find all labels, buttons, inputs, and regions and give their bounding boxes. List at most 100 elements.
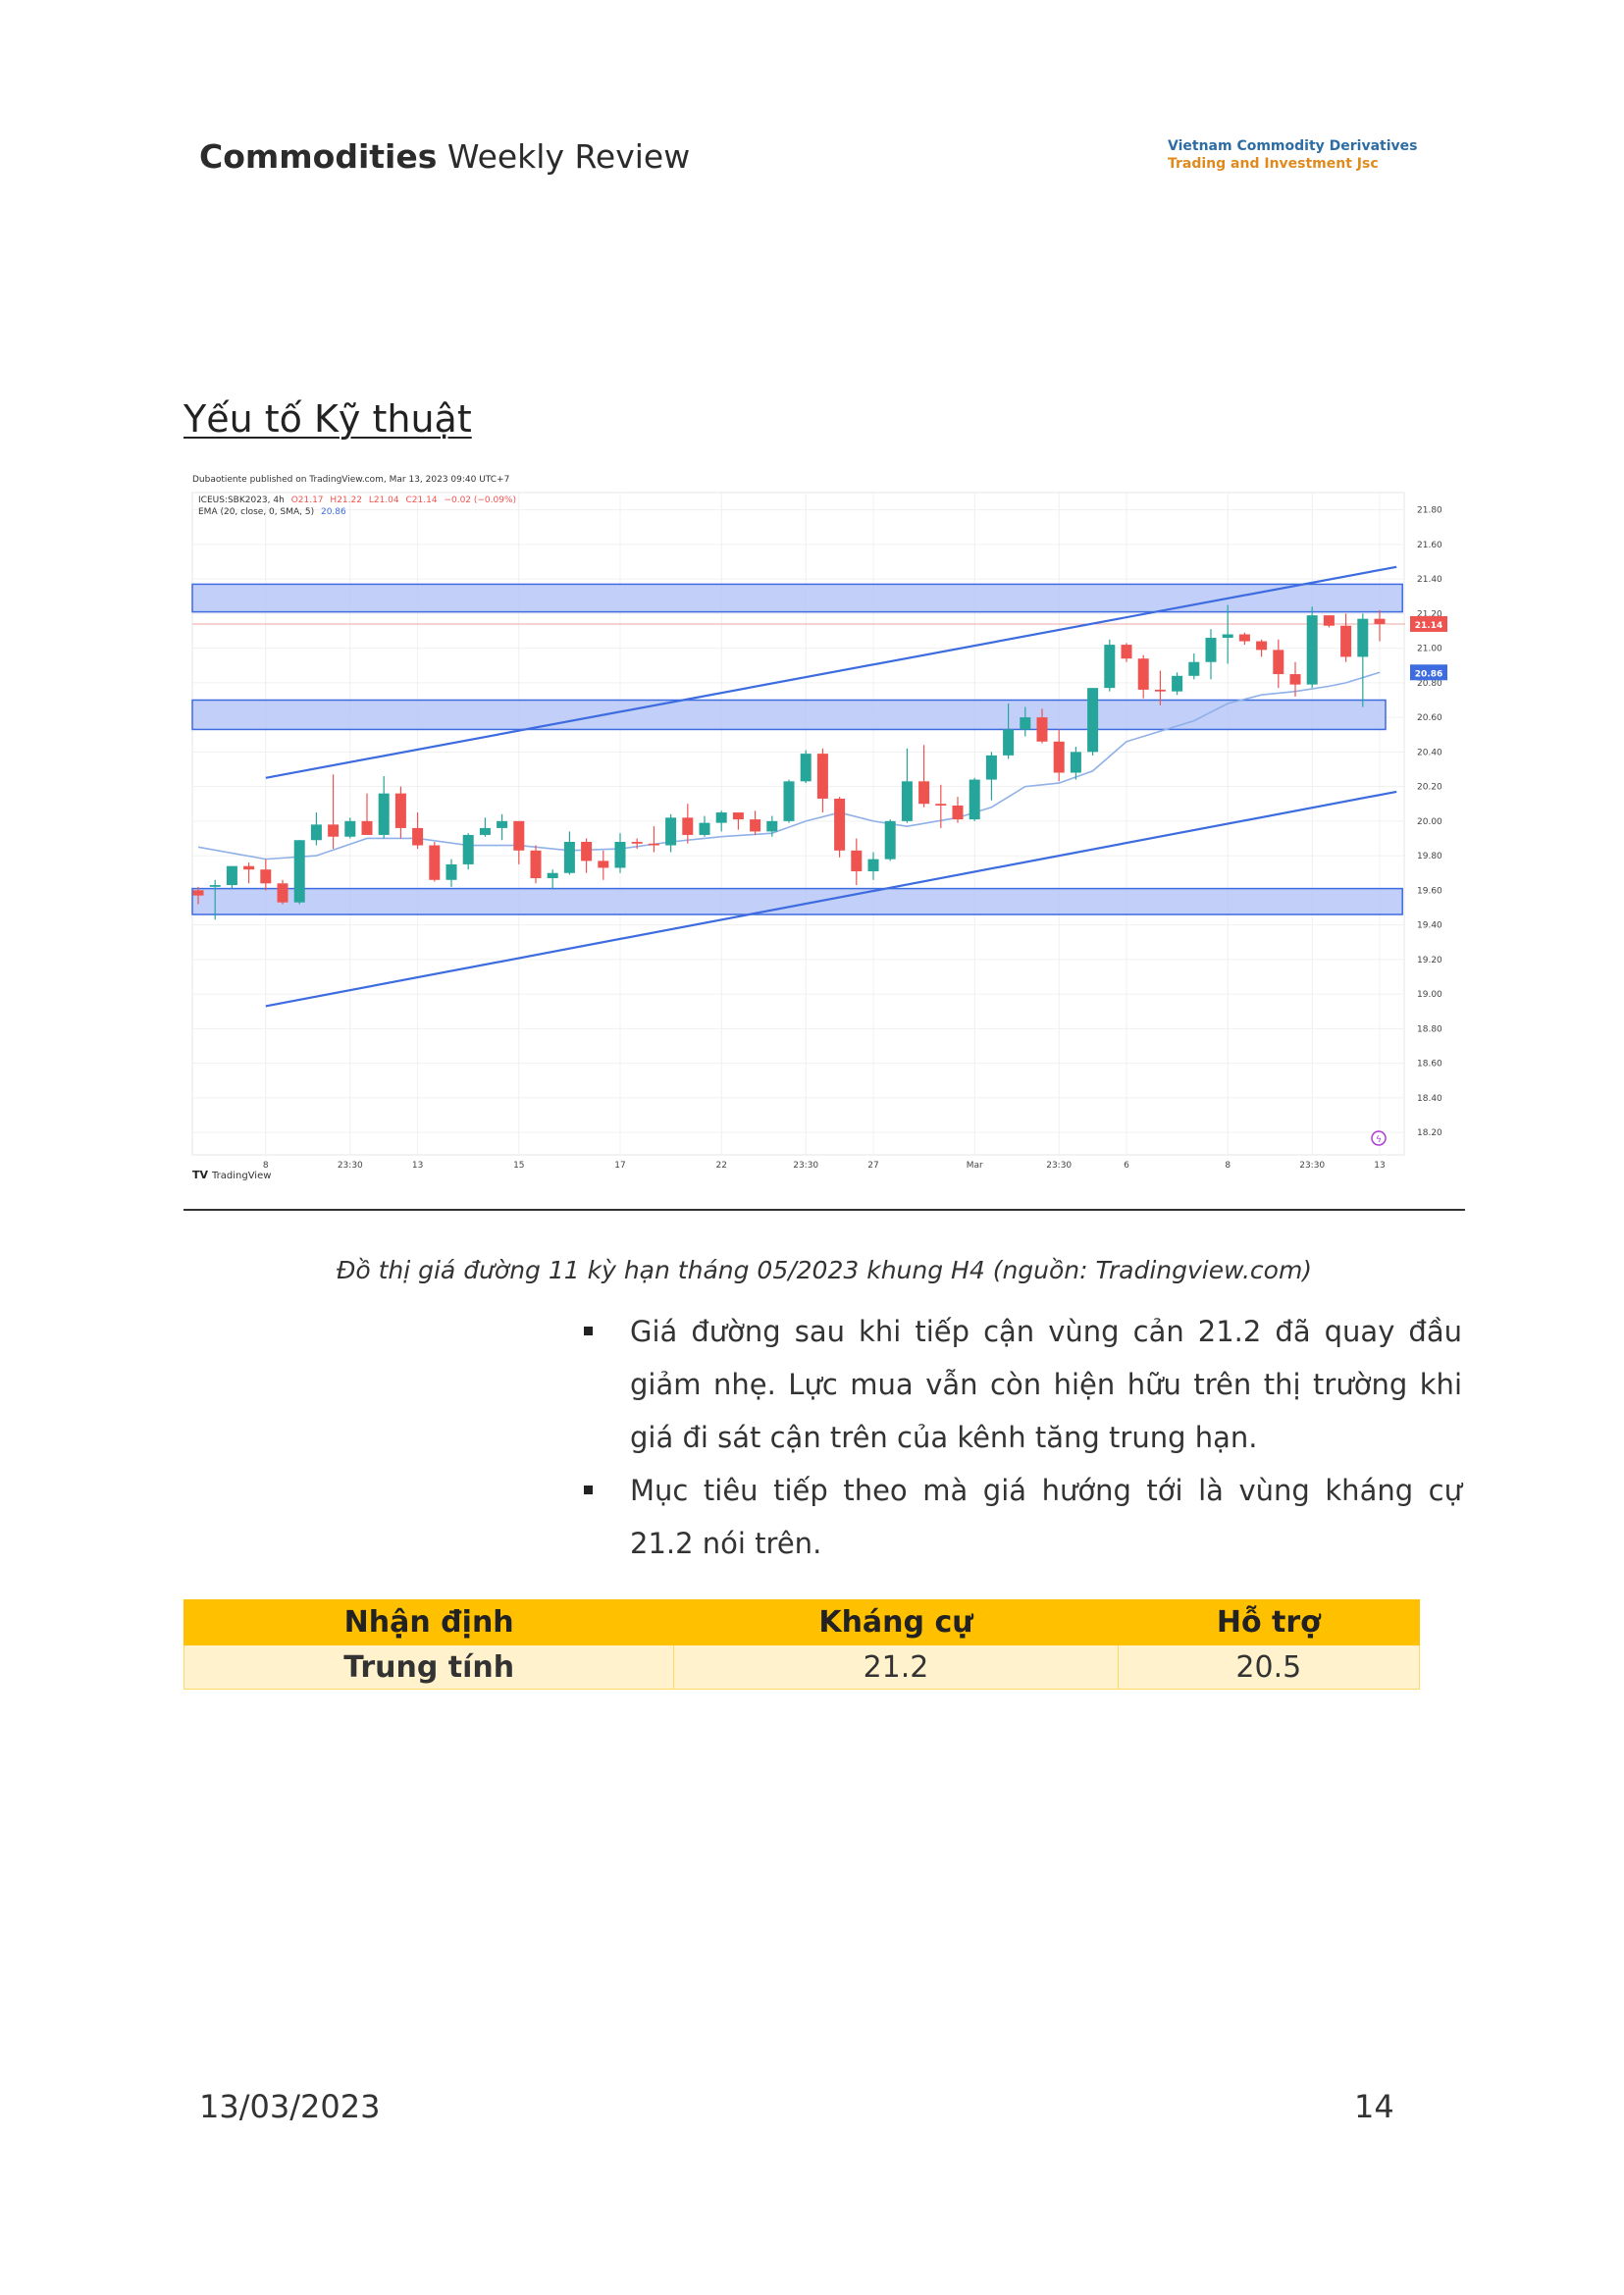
candle [361,793,373,835]
x-tick-label: 8 [263,1161,269,1171]
candle-body [648,843,659,846]
tradingview-label: TradingView [211,1171,271,1181]
report-title-rest: Weekly Review [437,137,691,176]
chart-frame [191,492,1405,1156]
candle-body [1104,645,1116,689]
chart-published: Dubaotiente published on TradingView.com… [192,475,509,485]
candle [1205,629,1217,680]
last-price-tag-bg [1410,615,1447,632]
candle [513,820,525,864]
logo-line-1: Vietnam Commodity Derivatives [1168,138,1418,154]
company-logo: Vietnam Commodity Derivatives Trading an… [1168,137,1418,173]
candle-body [1273,650,1284,675]
candle-body [497,820,508,828]
chart-symbol-line: ICEUS:SBK2023, 4h O21.17 H21.22 L21.04 C… [198,496,516,505]
lightning-icon-glyph: ϟ [1376,1135,1382,1145]
x-tick-label: 23:30 [793,1161,818,1171]
candle-body [1036,717,1048,742]
candle-body [581,842,593,861]
candle [1289,661,1301,697]
candle-body [1020,717,1031,730]
logo-line-2: Trading and Investment Jsc [1168,156,1379,172]
candle [1121,643,1132,662]
y-tick-label: 18.80 [1417,1024,1442,1034]
candle-body [884,820,896,860]
candle [665,813,677,853]
candle [412,812,424,850]
x-tick-label: 23:30 [1299,1161,1325,1171]
chart-open: O21.17 [291,496,324,505]
candle-body [1188,661,1200,676]
candle-body [1357,618,1369,657]
candle-body [328,824,340,837]
y-tick-label: 21.40 [1417,575,1442,585]
lightning-icon[interactable] [1371,1130,1387,1146]
candle [1137,654,1149,699]
candle [851,838,863,886]
chart-symbol: ICEUS:SBK2023, 4h [198,496,285,505]
y-tick-label: 20.00 [1417,817,1442,827]
x-tick-label: 6 [1124,1161,1129,1171]
last-price-tag: 21.14 [1415,621,1442,631]
candle [293,840,305,905]
tradingview-logo-icon: TV [192,1169,209,1181]
ema-price-tag-bg [1410,664,1447,681]
candle [1238,632,1250,646]
candle [800,750,812,784]
cell-resistance: 21.2 [673,1644,1119,1690]
x-tick-label: 23:30 [338,1161,363,1171]
y-tick-label: 19.00 [1417,990,1442,1000]
chart-zones [191,583,1403,915]
candle-body [665,817,677,846]
page-number: 14 [1354,2088,1394,2125]
report-title-bold: Commodities [199,137,438,176]
sr-zone [191,887,1403,915]
candle [378,776,390,839]
candle-body [361,820,373,835]
candle [1256,639,1268,657]
chart-x-axis: 8 23:30 13 15 17 22 23:30 27 Mar 23:30 6 8 23:30 13 [263,1161,1386,1171]
candle-body [1340,625,1352,657]
candle [598,850,609,880]
candle-body [631,842,643,844]
candle-body [378,793,390,835]
header-resistance: Kháng cự [673,1599,1119,1645]
candle-body [1053,741,1065,773]
candle-body [277,883,288,903]
cell-assessment: Trung tính [183,1644,675,1690]
y-tick-label: 21.00 [1417,645,1442,654]
candle [901,748,913,823]
candle-body [952,805,964,820]
candle-body [394,793,406,828]
candle-body [1137,658,1149,690]
candle [867,852,879,880]
summary-table: Nhận định Kháng cự Hỗ trợ Trung tính 21.… [183,1599,1421,1690]
candle-body [293,840,305,903]
y-tick-label: 18.40 [1417,1094,1442,1104]
x-tick-label: 23:30 [1046,1161,1072,1171]
candle-body [598,861,609,868]
chart-channel [265,565,1397,1008]
candle-body [1306,615,1318,685]
y-tick-label: 19.60 [1417,886,1442,896]
candle [344,817,356,839]
candle-body [867,859,879,871]
candle [1003,704,1015,759]
candle-body [918,781,930,805]
candle-body [750,819,761,832]
candle [462,833,474,870]
candle [952,797,964,823]
y-tick-label: 19.40 [1417,921,1442,931]
candle-body [1256,641,1268,651]
price-chart-svg: 21.80 21.60 21.40 21.20 21.00 20.80 20.60 20.40… [188,471,1464,1187]
candle [1188,652,1200,680]
candle [1357,613,1369,707]
chart-close: C21.14 [406,496,438,505]
candle [1273,639,1284,689]
summary-header-row: Nhận định Kháng cự Hỗ trợ [183,1599,1421,1645]
candle [1340,613,1352,662]
x-tick-label: 8 [1225,1161,1231,1171]
candle [935,784,947,828]
candle [884,819,896,861]
chart-ema-label: EMA (20, close, 0, SMA, 5) [198,507,314,517]
